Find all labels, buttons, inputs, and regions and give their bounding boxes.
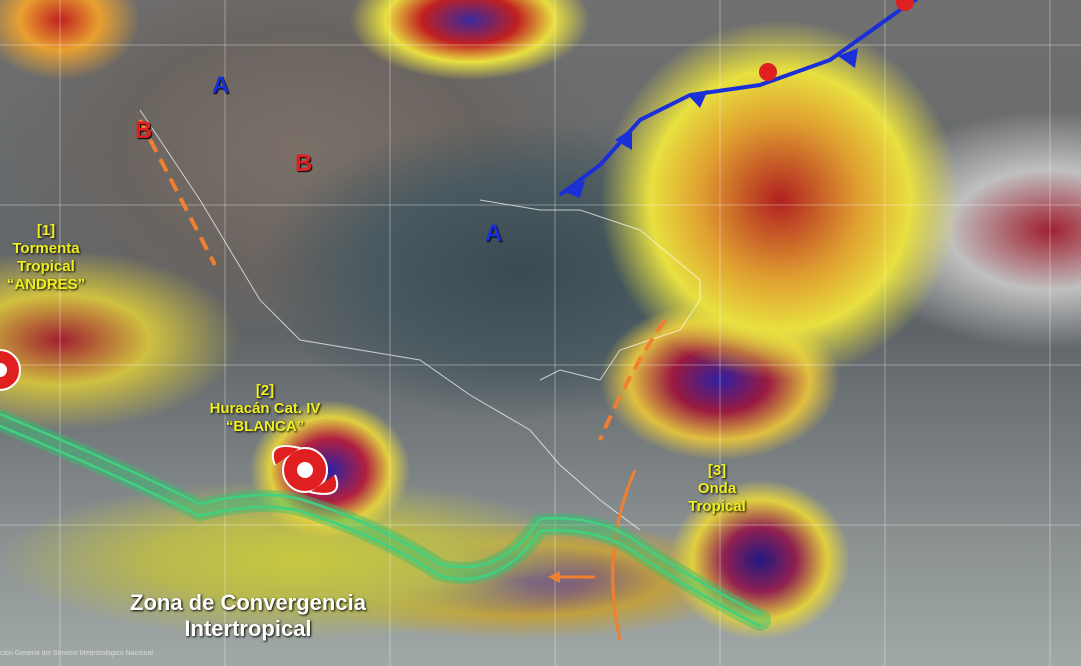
watermark: ción General del Servicio Meteorológico … [0, 650, 153, 657]
label-tropical-wave: [3] Onda Tropical [672, 462, 762, 516]
trough-baja [138, 119, 217, 266]
storm-number: [2] [255, 382, 275, 399]
storm-symbol-andres [0, 349, 21, 391]
storm-type: Tropical [17, 258, 75, 275]
label-storm-andres: [1] Tormenta Tropical “ANDRES” [0, 222, 92, 294]
storm-type: Tormenta [12, 240, 80, 257]
storm-name: “BLANCA” [225, 418, 305, 435]
storm-name: “ANDRES” [6, 276, 86, 293]
trough-yucatan [598, 318, 667, 441]
wave-type: Onda [697, 480, 737, 497]
label-itcz: Zona de Convergencia Intertropical [130, 590, 366, 642]
cold-front-triangles [565, 48, 858, 198]
itcz-line1: Zona de Convergencia [130, 590, 366, 615]
tropical-wave [611, 469, 637, 641]
storm-number: [1] [36, 222, 56, 239]
label-hurricane-blanca: [2] Huracán Cat. IV “BLANCA” [190, 382, 340, 436]
high-pressure-a2: A [485, 220, 503, 247]
low-pressure-b1: B [135, 117, 153, 144]
wave-type: Tropical [688, 498, 746, 515]
itcz-band [0, 409, 771, 631]
wave-number: [3] [707, 462, 727, 479]
itcz-line2: Intertropical [184, 616, 312, 641]
warm-front-semicircles [759, 0, 914, 81]
hurricane-symbol-blanca [271, 445, 339, 495]
coastline [139, 109, 701, 531]
storm-type: Huracán Cat. IV [209, 400, 321, 417]
high-pressure-a1: A [212, 72, 230, 99]
low-pressure-b2: B [295, 150, 313, 177]
cold-front [558, 0, 919, 197]
